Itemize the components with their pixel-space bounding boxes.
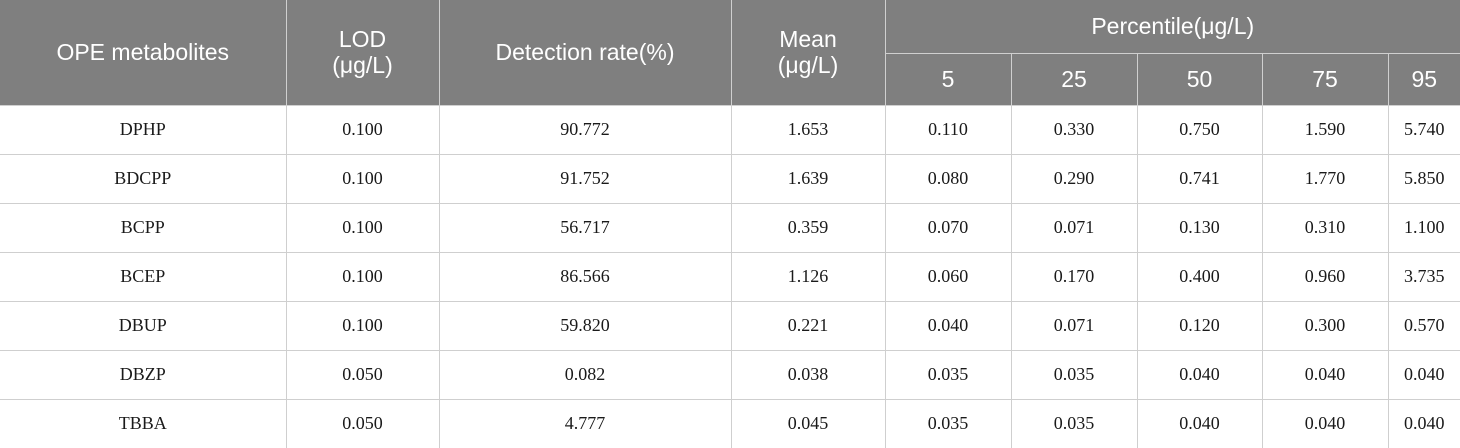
cell-mean: 1.653 bbox=[730, 104, 886, 155]
cell-mean: 1.639 bbox=[730, 153, 886, 204]
cell-p5: 0.110 bbox=[884, 104, 1012, 155]
cell-p5: 0.035 bbox=[884, 349, 1012, 400]
cell-lod: 0.050 bbox=[285, 349, 440, 400]
cell-detection-rate: 4.777 bbox=[438, 398, 732, 448]
cell-lod: 0.100 bbox=[285, 251, 440, 302]
header-detection-rate: Detection rate(%) bbox=[438, 0, 732, 106]
cell-metabolite: DBZP bbox=[0, 349, 287, 400]
table-row: DBUP 0.100 59.820 0.221 0.040 0.071 0.12… bbox=[0, 300, 1460, 351]
cell-p5: 0.070 bbox=[884, 202, 1012, 253]
cell-p25: 0.035 bbox=[1010, 398, 1138, 448]
cell-mean: 0.045 bbox=[730, 398, 886, 448]
cell-p50: 0.040 bbox=[1136, 398, 1263, 448]
cell-p25: 0.071 bbox=[1010, 300, 1138, 351]
header-mean: Mean (μg/L) bbox=[730, 0, 886, 106]
cell-metabolite: DBUP bbox=[0, 300, 287, 351]
cell-p75: 0.960 bbox=[1261, 251, 1389, 302]
table-header: OPE metabolites LOD (μg/L) Detection rat… bbox=[0, 0, 1460, 106]
cell-p75: 0.040 bbox=[1261, 349, 1389, 400]
cell-p95: 5.740 bbox=[1387, 104, 1460, 155]
cell-lod: 0.100 bbox=[285, 153, 440, 204]
cell-p25: 0.330 bbox=[1010, 104, 1138, 155]
cell-p75: 0.300 bbox=[1261, 300, 1389, 351]
cell-detection-rate: 90.772 bbox=[438, 104, 732, 155]
header-p5: 5 bbox=[884, 52, 1012, 106]
cell-p95: 5.850 bbox=[1387, 153, 1460, 204]
cell-detection-rate: 0.082 bbox=[438, 349, 732, 400]
cell-mean: 0.359 bbox=[730, 202, 886, 253]
cell-p75: 0.040 bbox=[1261, 398, 1389, 448]
cell-mean: 1.126 bbox=[730, 251, 886, 302]
cell-mean: 0.221 bbox=[730, 300, 886, 351]
cell-metabolite: BDCPP bbox=[0, 153, 287, 204]
cell-p50: 0.741 bbox=[1136, 153, 1263, 204]
header-opes-metabolites: OPE metabolites bbox=[0, 0, 287, 106]
cell-p25: 0.035 bbox=[1010, 349, 1138, 400]
cell-p50: 0.400 bbox=[1136, 251, 1263, 302]
cell-p50: 0.750 bbox=[1136, 104, 1263, 155]
table-body: DPHP 0.100 90.772 1.653 0.110 0.330 0.75… bbox=[0, 104, 1460, 448]
table-row: TBBA 0.050 4.777 0.045 0.035 0.035 0.040… bbox=[0, 398, 1460, 448]
cell-lod: 0.100 bbox=[285, 300, 440, 351]
header-p95: 95 bbox=[1387, 52, 1460, 106]
cell-metabolite: BCPP bbox=[0, 202, 287, 253]
cell-metabolite: TBBA bbox=[0, 398, 287, 448]
cell-lod: 0.050 bbox=[285, 398, 440, 448]
header-mean-line1: Mean bbox=[779, 26, 837, 53]
cell-p95: 0.040 bbox=[1387, 398, 1460, 448]
cell-lod: 0.100 bbox=[285, 104, 440, 155]
table-row: DPHP 0.100 90.772 1.653 0.110 0.330 0.75… bbox=[0, 104, 1460, 155]
cell-detection-rate: 59.820 bbox=[438, 300, 732, 351]
cell-detection-rate: 56.717 bbox=[438, 202, 732, 253]
cell-p50: 0.120 bbox=[1136, 300, 1263, 351]
cell-lod: 0.100 bbox=[285, 202, 440, 253]
cell-p75: 1.770 bbox=[1261, 153, 1389, 204]
cell-p95: 0.040 bbox=[1387, 349, 1460, 400]
cell-p25: 0.071 bbox=[1010, 202, 1138, 253]
table-row: BCEP 0.100 86.566 1.126 0.060 0.170 0.40… bbox=[0, 251, 1460, 302]
table-row: BCPP 0.100 56.717 0.359 0.070 0.071 0.13… bbox=[0, 202, 1460, 253]
cell-p95: 0.570 bbox=[1387, 300, 1460, 351]
header-p75: 75 bbox=[1261, 52, 1389, 106]
cell-detection-rate: 91.752 bbox=[438, 153, 732, 204]
header-percentile: Percentile(μg/L) bbox=[884, 0, 1460, 54]
cell-p95: 1.100 bbox=[1387, 202, 1460, 253]
cell-detection-rate: 86.566 bbox=[438, 251, 732, 302]
cell-metabolite: DPHP bbox=[0, 104, 287, 155]
cell-p25: 0.290 bbox=[1010, 153, 1138, 204]
header-lod-line2: (μg/L) bbox=[332, 52, 393, 79]
header-lod-line1: LOD bbox=[338, 26, 387, 53]
cell-p5: 0.080 bbox=[884, 153, 1012, 204]
cell-metabolite: BCEP bbox=[0, 251, 287, 302]
cell-p50: 0.040 bbox=[1136, 349, 1263, 400]
cell-p75: 1.590 bbox=[1261, 104, 1389, 155]
header-p25: 25 bbox=[1010, 52, 1138, 106]
cell-p25: 0.170 bbox=[1010, 251, 1138, 302]
cell-p5: 0.035 bbox=[884, 398, 1012, 448]
cell-p95: 3.735 bbox=[1387, 251, 1460, 302]
table-row: DBZP 0.050 0.082 0.038 0.035 0.035 0.040… bbox=[0, 349, 1460, 400]
cell-mean: 0.038 bbox=[730, 349, 886, 400]
header-p50: 50 bbox=[1136, 52, 1263, 106]
header-lod: LOD (μg/L) bbox=[285, 0, 440, 106]
cell-p5: 0.040 bbox=[884, 300, 1012, 351]
cell-p50: 0.130 bbox=[1136, 202, 1263, 253]
header-mean-line2: (μg/L) bbox=[777, 52, 839, 79]
cell-p75: 0.310 bbox=[1261, 202, 1389, 253]
table-row: BDCPP 0.100 91.752 1.639 0.080 0.290 0.7… bbox=[0, 153, 1460, 204]
cell-p5: 0.060 bbox=[884, 251, 1012, 302]
